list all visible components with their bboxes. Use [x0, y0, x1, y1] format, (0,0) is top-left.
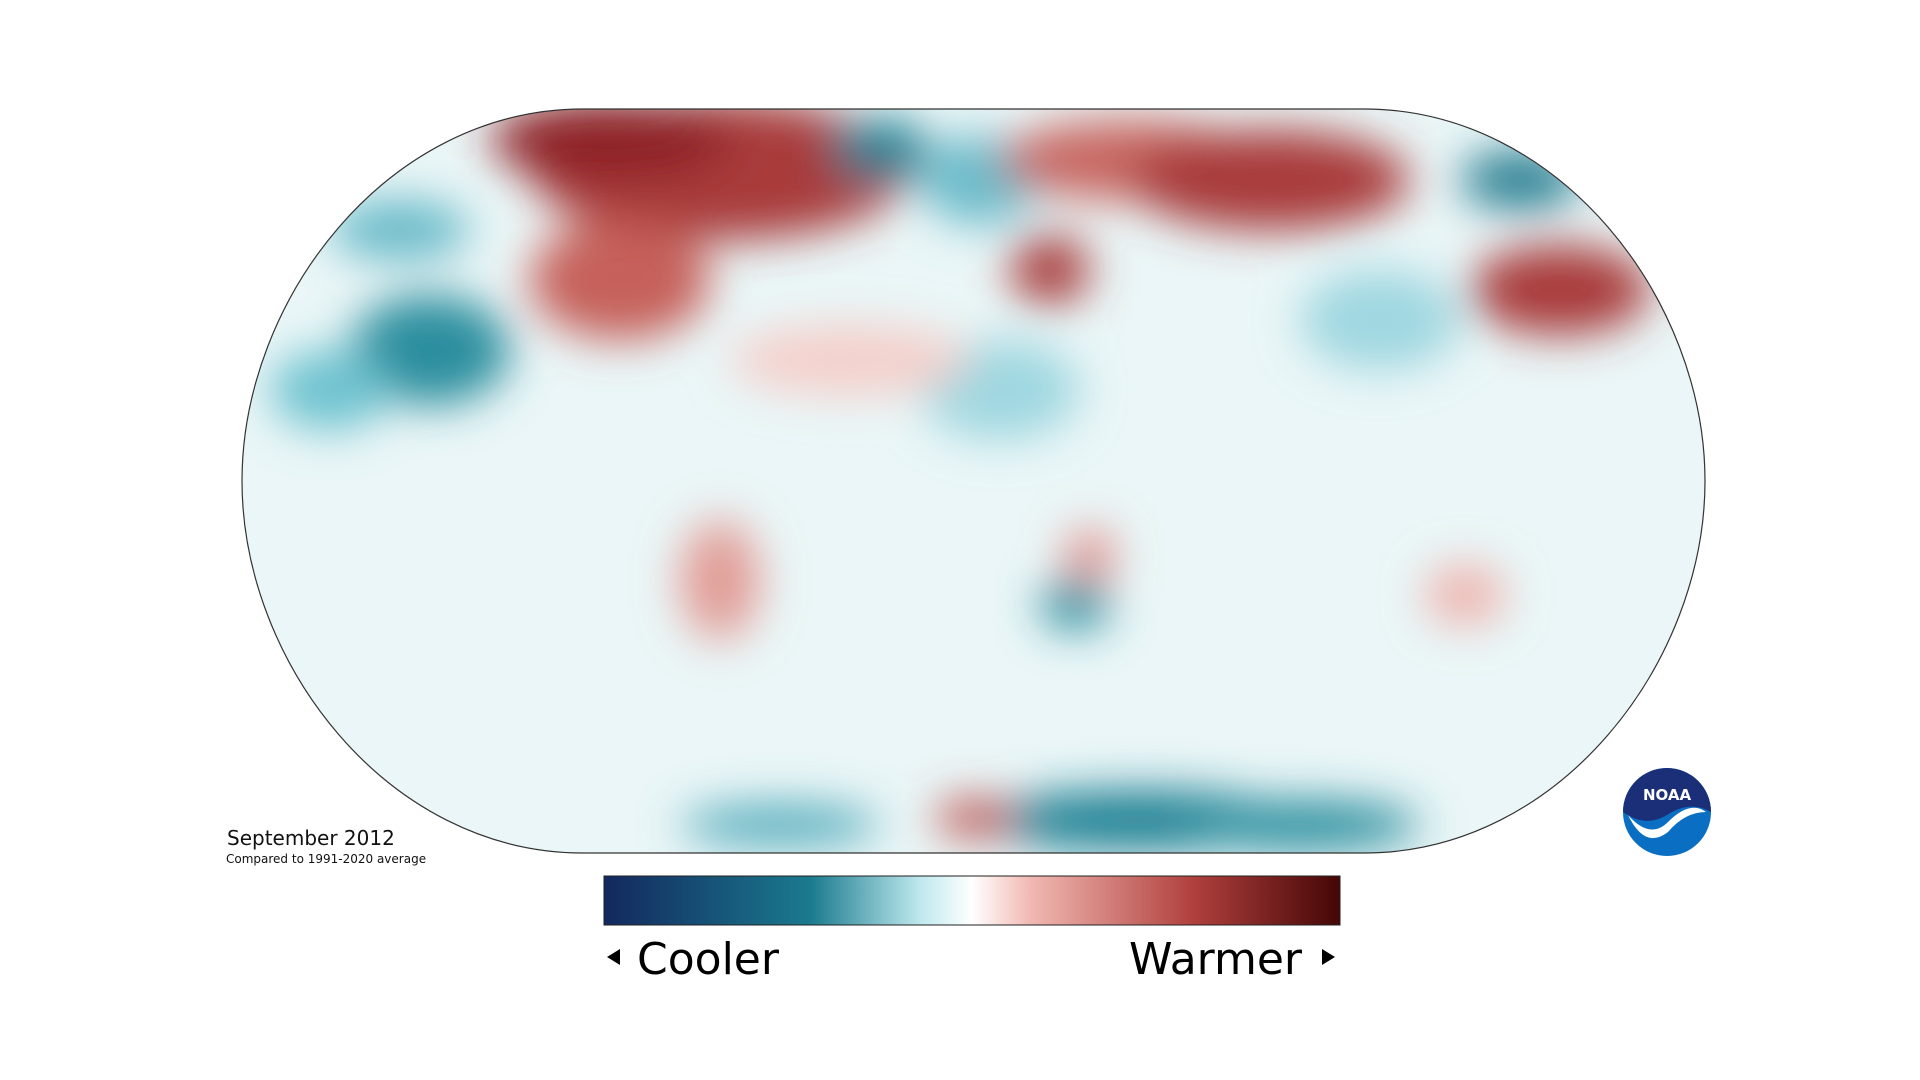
legend-high: Warmer [1129, 934, 1303, 985]
logo-text: NOAA [1643, 786, 1692, 804]
map-subtitle: Compared to 1991-2020 average [226, 852, 426, 866]
color-scale [603, 875, 1341, 926]
anomaly-map [242, 109, 1705, 853]
map-title: September 2012 [227, 826, 395, 850]
noaa-logo: NOAA [1623, 768, 1711, 856]
arrow-right [1322, 949, 1335, 965]
legend-low: Cooler [637, 934, 780, 985]
arrow-left [607, 949, 620, 965]
map-outline [241, 108, 1706, 854]
